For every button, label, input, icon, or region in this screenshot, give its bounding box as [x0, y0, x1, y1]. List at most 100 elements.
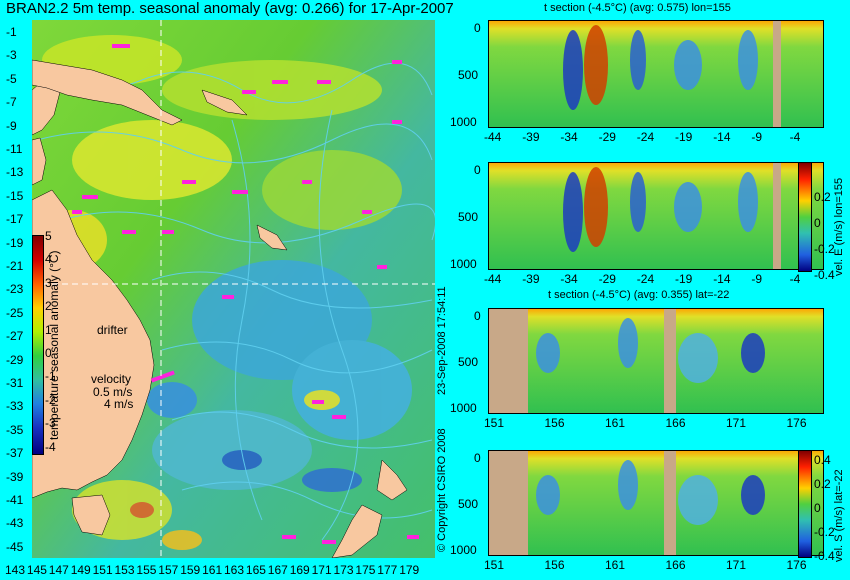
section-anomaly: [563, 30, 583, 110]
section-anomaly: [674, 40, 702, 90]
section-land: [773, 162, 781, 270]
lon-tick-label: 159: [180, 563, 201, 577]
section-panel-title: t section (-4.5°C) (avg: 0.575) lon=155: [544, 2, 731, 14]
lon-tick-label: 177: [377, 563, 398, 577]
lon-tick-label: 155: [136, 563, 157, 577]
anomaly-map: [32, 20, 435, 558]
lat-tick-label: -17: [6, 212, 24, 227]
lat-tick-label: -29: [6, 352, 24, 367]
lat-tick-label: -9: [6, 118, 17, 133]
section-x-tick: 176: [786, 416, 807, 430]
section-anomaly: [738, 172, 758, 232]
section-anomaly: [678, 475, 718, 525]
velocity-colorbar: [798, 162, 812, 272]
section-x-tick: 156: [544, 558, 565, 572]
map-colorbar-tick: -2: [45, 392, 56, 407]
velocity-colorbar-tick: 0.2: [814, 190, 831, 204]
map-colorbar: [32, 235, 44, 455]
section-land: [488, 308, 528, 414]
drifter-legend-label: drifter: [97, 323, 128, 337]
section-y-tick: 1000: [450, 115, 477, 129]
section-y-tick: 500: [458, 68, 479, 82]
section-x-tick: -29: [598, 130, 616, 144]
lat-tick-label: -35: [6, 422, 24, 437]
lon-tick-label: 149: [70, 563, 91, 577]
section-x-tick: 166: [665, 558, 686, 572]
map-colorbar-tick: 5: [45, 229, 52, 243]
section-panel-title: t section (-4.5°C) (avg: 0.355) lat=-22: [548, 289, 730, 301]
section-x-tick: 161: [605, 416, 626, 430]
lon-tick-label: 153: [114, 563, 135, 577]
lon-tick-label: 151: [92, 563, 113, 577]
section-x-tick: -19: [675, 272, 693, 286]
section-y-tick: 500: [458, 497, 479, 511]
lat-tick-label: -19: [6, 235, 24, 250]
section-frame: [488, 450, 824, 556]
lon-tick-label: 143: [5, 563, 26, 577]
map-colorbar-tick: 2: [45, 299, 52, 314]
section-x-tick: -9: [751, 130, 763, 144]
map-colorbar-tick: 1: [45, 322, 52, 337]
section-y-tick: 1000: [450, 257, 477, 271]
section-x-tick: -24: [636, 272, 655, 286]
map-colorbar-tick: -3: [45, 416, 56, 431]
velocity-colorbar-tick: 0: [814, 216, 821, 230]
section-anomaly: [630, 30, 646, 90]
velocity-scale-1: 0.5 m/s: [93, 385, 133, 399]
section-field: [488, 20, 824, 128]
section-y-tick: 0: [474, 21, 481, 35]
section-y-tick: 1000: [450, 543, 477, 557]
section-anomaly: [536, 475, 560, 515]
section-panel-1: [488, 20, 824, 128]
lat-tick-label: -43: [6, 516, 24, 531]
lat-tick-label: -41: [6, 493, 24, 507]
lon-tick-label: 167: [267, 563, 288, 577]
lon-tick-label: 145: [26, 563, 47, 577]
section-x-tick: -44: [484, 272, 502, 286]
section-anomaly: [741, 475, 765, 515]
lat-tick-label: -13: [6, 165, 24, 180]
section-anomaly: [563, 172, 583, 252]
section-y-tick: 0: [474, 451, 481, 465]
velocity-colorbar-tick: -0.4: [814, 549, 835, 563]
section-frame: [488, 162, 824, 270]
section-land: [488, 450, 528, 556]
section-panel-4: [488, 450, 824, 556]
section-y-tick: 500: [458, 355, 479, 369]
map-colorbar-tick: -4: [45, 439, 56, 454]
section-x-tick: -29: [598, 272, 616, 286]
land-cape-york: [32, 137, 47, 186]
lon-tick-label: 173: [333, 563, 354, 577]
section-land: [664, 308, 676, 414]
velocity-colorbar-tick: 0.4: [814, 453, 831, 467]
timestamp-text: 23-Sep-2008 17:54:11: [436, 286, 448, 395]
section-x-tick: -4: [789, 272, 801, 286]
velocity-colorbar-tick: 0: [814, 501, 821, 515]
section-x-tick: 171: [726, 416, 747, 430]
map-colorbar-tick: -1: [45, 369, 56, 384]
section-x-tick: 166: [665, 416, 686, 430]
lon-tick-label: 179: [399, 563, 420, 577]
section-x-tick: -39: [522, 272, 540, 286]
lon-tick-label: 163: [224, 563, 245, 577]
section-x-tick: -34: [560, 272, 578, 286]
velocity-colorbar-tick: 0.2: [814, 477, 831, 491]
velocity-legend-label: velocity: [91, 372, 132, 386]
map-colorbar-tick: 0: [45, 346, 52, 360]
section-x-tick: 176: [786, 558, 807, 572]
section-anomaly: [738, 30, 758, 90]
lon-tick-label: 175: [355, 563, 376, 577]
velocity-colorbar-tick: -0.2: [814, 525, 835, 539]
section-x-tick: 156: [544, 416, 565, 430]
section-x-tick: -4: [789, 130, 801, 144]
land-tasmania: [71, 494, 111, 536]
land-new-caledonia: [256, 224, 288, 251]
lon-tick-label: 171: [311, 563, 332, 577]
section-anomaly: [630, 172, 646, 232]
section-x-tick: -24: [636, 130, 655, 144]
velocity-colorbar-tick: -0.2: [814, 242, 835, 256]
drifter-arrows: [72, 44, 419, 544]
velocity-colorbar-label: vel. E (m/s) lon=155: [833, 177, 845, 276]
land-solomon-islands: [201, 89, 248, 116]
section-x-tick: -39: [522, 130, 540, 144]
